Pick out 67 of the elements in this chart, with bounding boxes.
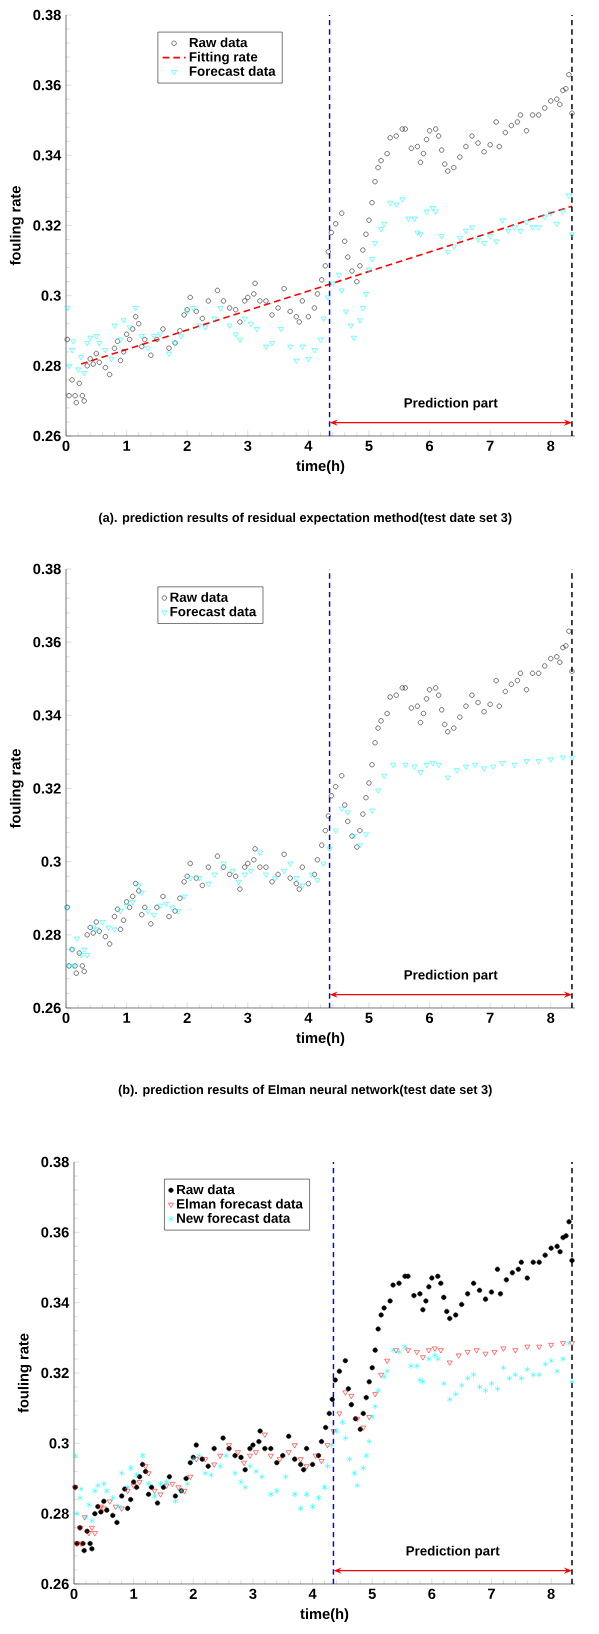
text: (a). prediction results of residual expectation method(test date set 3) bbox=[99, 512, 512, 525]
x-tick-label: 6 bbox=[426, 1012, 434, 1024]
y-tick-label: 0.32 bbox=[33, 220, 61, 231]
x-tick-label: 4 bbox=[304, 440, 313, 451]
y-tick-label: 0.3 bbox=[41, 290, 61, 301]
x-tick-label: 5 bbox=[365, 1012, 373, 1023]
x-tick-label: 7 bbox=[486, 440, 494, 451]
x-tick-label: 7 bbox=[488, 1588, 495, 1599]
x-tick-label: 2 bbox=[189, 1588, 197, 1599]
legend-label: Forecast data bbox=[189, 66, 276, 76]
x-tick-label: 6 bbox=[428, 1588, 436, 1600]
x-tick-label: 3 bbox=[249, 1588, 257, 1600]
x-tick-label: 6 bbox=[426, 440, 434, 452]
y-axis-title: fouling rate bbox=[9, 749, 24, 829]
legend-label: Raw data bbox=[189, 37, 248, 48]
text: (b). prediction results of Elman neural network(test date set 3) bbox=[118, 1084, 492, 1097]
legend-label: Raw data bbox=[170, 592, 229, 602]
legend-label: New forecast data bbox=[177, 1213, 291, 1223]
y-tick-label: 0.3 bbox=[49, 1438, 69, 1449]
y-tick-label: 0.26 bbox=[33, 430, 61, 442]
x-tick-label: 2 bbox=[183, 440, 191, 451]
y-tick-label: 0.34 bbox=[33, 710, 62, 721]
x-tick-label: 7 bbox=[486, 1012, 494, 1023]
x-tick-label: 3 bbox=[244, 440, 252, 452]
x-tick-label: 8 bbox=[547, 1588, 555, 1600]
legend-label: Raw data bbox=[177, 1184, 235, 1195]
x-tick-label: 0 bbox=[62, 440, 70, 452]
legend-label: Fitting rate bbox=[189, 51, 258, 65]
y-tick-label: 0.28 bbox=[33, 360, 61, 372]
y-tick-label: 0.32 bbox=[41, 1367, 69, 1379]
y-tick-label: 0.38 bbox=[41, 1156, 69, 1168]
x-tick-label: 2 bbox=[183, 1012, 191, 1023]
x-tick-label: 1 bbox=[123, 1012, 131, 1023]
legend-label: Forecast data bbox=[170, 606, 257, 617]
legend-label: Elman forecast data bbox=[177, 1198, 303, 1209]
x-tick-label: 5 bbox=[365, 440, 373, 451]
x-tick-label: 8 bbox=[547, 440, 555, 452]
y-tick-label: 0.38 bbox=[33, 9, 61, 21]
y-tick-label: 0.28 bbox=[41, 1508, 69, 1519]
y-tick-label: 0.3 bbox=[41, 856, 61, 867]
y-tick-label: 0.36 bbox=[33, 636, 61, 648]
annotation: Prediction part bbox=[406, 1545, 500, 1559]
x-tick-label: 0 bbox=[62, 1012, 70, 1024]
x-tick-label: 1 bbox=[130, 1588, 138, 1599]
y-tick-label: 0.32 bbox=[33, 783, 61, 794]
x-tick-label: 0 bbox=[70, 1588, 78, 1600]
x-tick-label: 4 bbox=[304, 1012, 313, 1023]
x-tick-label: 1 bbox=[123, 440, 131, 451]
annotation: Prediction part bbox=[404, 969, 498, 983]
annotation: Prediction part bbox=[404, 397, 498, 411]
y-tick-label: 0.26 bbox=[41, 1578, 69, 1590]
x-tick-label: 3 bbox=[244, 1012, 252, 1024]
y-tick-label: 0.26 bbox=[33, 1002, 61, 1014]
x-axis-title: time(h) bbox=[296, 460, 345, 474]
y-tick-label: 0.38 bbox=[33, 563, 61, 575]
y-axis-title: fouling rate bbox=[9, 186, 24, 266]
y-tick-label: 0.34 bbox=[41, 1297, 70, 1308]
y-tick-label: 0.28 bbox=[33, 929, 61, 941]
x-axis-title: time(h) bbox=[296, 1032, 345, 1046]
x-tick-label: 4 bbox=[308, 1588, 317, 1599]
x-axis-title: time(h) bbox=[300, 1608, 349, 1622]
y-tick-label: 0.36 bbox=[41, 1227, 69, 1238]
x-tick-label: 8 bbox=[547, 1012, 555, 1024]
y-axis-title: fouling rate bbox=[17, 1333, 32, 1413]
y-tick-label: 0.36 bbox=[33, 79, 61, 91]
y-tick-label: 0.34 bbox=[33, 150, 62, 161]
x-tick-label: 5 bbox=[368, 1588, 376, 1599]
